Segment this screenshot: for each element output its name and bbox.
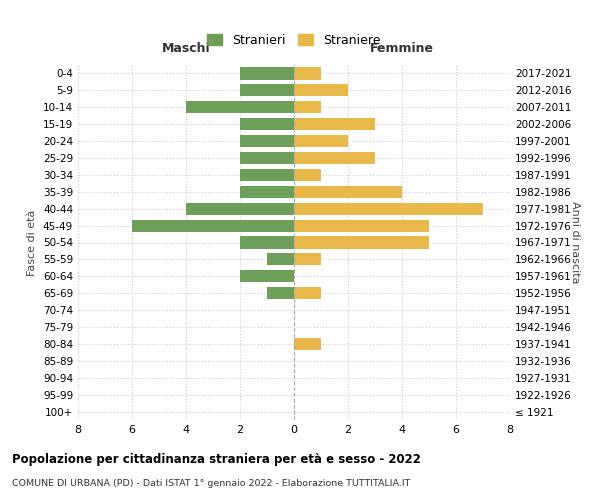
Text: Femmine: Femmine xyxy=(370,42,434,55)
Bar xyxy=(294,169,321,181)
Y-axis label: Anni di nascita: Anni di nascita xyxy=(570,201,580,284)
Bar xyxy=(294,118,375,130)
Bar xyxy=(294,254,321,266)
Text: Popolazione per cittadinanza straniera per età e sesso - 2022: Popolazione per cittadinanza straniera p… xyxy=(12,452,421,466)
Bar xyxy=(267,254,294,266)
Bar xyxy=(294,68,321,80)
Bar xyxy=(294,338,321,350)
Bar xyxy=(294,135,348,147)
Bar xyxy=(240,169,294,181)
Bar xyxy=(294,202,483,215)
Text: Maschi: Maschi xyxy=(161,42,211,55)
Bar xyxy=(240,118,294,130)
Bar xyxy=(240,68,294,80)
Bar xyxy=(186,101,294,114)
Bar xyxy=(294,152,375,164)
Bar xyxy=(294,101,321,114)
Bar xyxy=(240,84,294,96)
Y-axis label: Fasce di età: Fasce di età xyxy=(28,210,37,276)
Bar xyxy=(294,186,402,198)
Bar xyxy=(240,186,294,198)
Bar xyxy=(294,220,429,232)
Legend: Stranieri, Straniere: Stranieri, Straniere xyxy=(202,28,386,52)
Text: COMUNE DI URBANA (PD) - Dati ISTAT 1° gennaio 2022 - Elaborazione TUTTITALIA.IT: COMUNE DI URBANA (PD) - Dati ISTAT 1° ge… xyxy=(12,479,410,488)
Bar xyxy=(132,220,294,232)
Bar xyxy=(240,270,294,282)
Bar xyxy=(186,202,294,215)
Bar xyxy=(294,236,429,248)
Bar xyxy=(294,287,321,300)
Bar xyxy=(240,236,294,248)
Bar xyxy=(240,135,294,147)
Bar xyxy=(294,84,348,96)
Bar xyxy=(240,152,294,164)
Bar xyxy=(267,287,294,300)
